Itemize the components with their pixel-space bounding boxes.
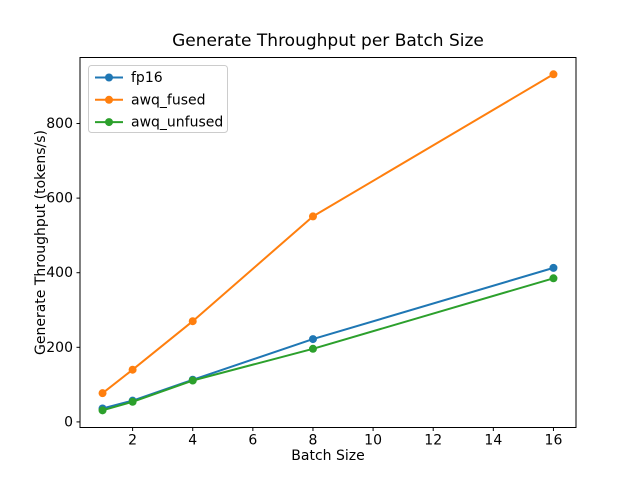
- legend-label-awq_unfused: awq_unfused: [131, 115, 223, 131]
- axes-layer: 2 4 6 8 10 12 14 16 0 200 400 600 800: [46, 116, 562, 449]
- x-tick-label: 6: [248, 433, 257, 449]
- data-point-awq_fused-x8: [308, 212, 317, 221]
- y-tick-label: 200: [46, 340, 73, 356]
- data-point-awq_fused-x16: [549, 70, 558, 79]
- x-tick-label: 4: [188, 433, 197, 449]
- x-tick-label: 2: [128, 433, 137, 449]
- legend-marker-awq_fused: [105, 95, 113, 104]
- data-point-awq_fused-x4: [188, 317, 197, 326]
- y-tick-label: 400: [46, 265, 73, 281]
- legend-entry-fp16: fp16: [95, 70, 163, 86]
- y-tick-label: 600: [46, 191, 73, 207]
- y-tick-label: 0: [64, 414, 73, 430]
- data-point-awq_unfused-x4: [188, 376, 197, 385]
- x-tick-label: 14: [484, 433, 502, 449]
- data-point-awq_unfused-x1: [98, 406, 107, 415]
- legend-entry-awq_unfused: awq_unfused: [95, 115, 223, 131]
- series-layer: [98, 70, 558, 415]
- legend-entry-awq_fused: awq_fused: [95, 92, 206, 108]
- chart-title: Generate Throughput per Batch Size: [172, 31, 484, 51]
- data-point-awq_unfused-x16: [549, 274, 558, 283]
- legend-label-awq_fused: awq_fused: [131, 92, 206, 108]
- legend-label-fp16: fp16: [131, 70, 163, 86]
- legend-marker-awq_unfused: [105, 118, 113, 127]
- legend-frame: [88, 65, 228, 133]
- x-tick-label: 12: [424, 433, 442, 449]
- data-point-awq_unfused-x8: [308, 344, 317, 353]
- data-point-fp16-x16: [549, 263, 558, 272]
- x-tick-label: 8: [309, 433, 318, 449]
- x-tick-label: 16: [545, 433, 563, 449]
- y-axis-label: Generate Throughput (tokens/s): [33, 130, 49, 355]
- legend: fp16 awq_fused awq_unfused: [88, 65, 228, 133]
- legend-marker-fp16: [105, 73, 113, 82]
- data-point-awq_fused-x2: [128, 365, 137, 374]
- data-point-awq_unfused-x2: [128, 397, 137, 406]
- y-tick-label: 800: [46, 116, 73, 132]
- data-point-awq_fused-x1: [98, 389, 107, 398]
- x-tick-label: 10: [364, 433, 382, 449]
- x-axis-label: Batch Size: [291, 448, 364, 464]
- data-point-fp16-x8: [308, 335, 317, 344]
